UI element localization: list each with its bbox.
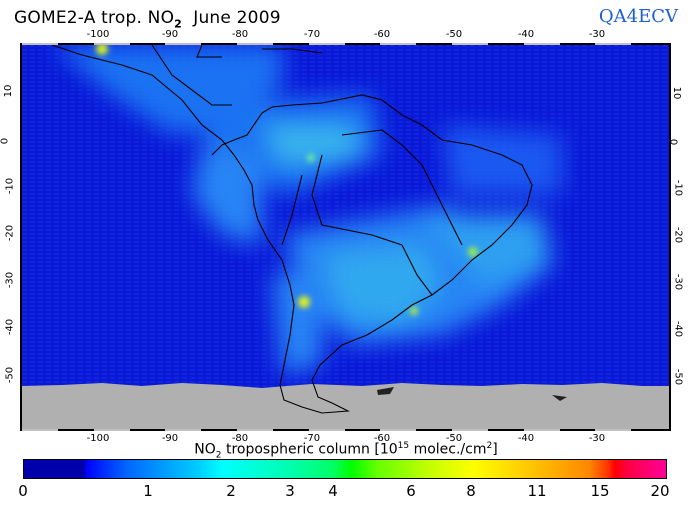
lat-tick: -10 (672, 179, 684, 197)
lon-tick: -50 (445, 29, 463, 40)
lon-tick: -60 (373, 433, 391, 444)
falklands (377, 387, 394, 395)
map-panel (20, 43, 671, 431)
no2-heatmap (22, 45, 669, 429)
lon-tick: -50 (445, 433, 463, 444)
lat-tick: -40 (672, 320, 684, 338)
lon-tick: -60 (373, 29, 391, 40)
map-title: GOME2-A trop. NO2 June 2009 (14, 8, 281, 31)
lat-tick: -20 (4, 224, 16, 242)
south-georgia (552, 395, 567, 401)
colorbar-tick: 6 (406, 482, 416, 500)
colorbar-tick: 15 (590, 482, 610, 500)
lat-tick: 10 (670, 86, 682, 100)
lat-tick: -40 (4, 318, 16, 336)
colorbar-tick: 20 (650, 482, 670, 500)
lat-tick: -10 (4, 177, 16, 195)
lon-tick: -70 (303, 29, 321, 40)
lat-tick: -30 (672, 273, 684, 291)
lat-tick: 10 (2, 84, 14, 98)
lat-tick: 0 (667, 138, 679, 146)
colorbar-label: NO2 tropospheric column [1015 molec./cm2… (194, 441, 498, 461)
lon-tick: -90 (161, 433, 179, 444)
lon-tick: -30 (588, 29, 606, 40)
colorbar-tick: 11 (527, 482, 547, 500)
colorbar-tick: 1 (143, 482, 153, 500)
lon-tick: -100 (86, 433, 110, 444)
lon-tick: -100 (86, 29, 110, 40)
colorbar-tick: 2 (226, 482, 236, 500)
lat-tick: -30 (4, 271, 16, 289)
lon-tick: -80 (231, 29, 249, 40)
colorbar-tick: 8 (466, 482, 476, 500)
lon-tick: -40 (517, 29, 535, 40)
lon-tick: -30 (588, 433, 606, 444)
lat-tick: -50 (4, 366, 16, 384)
lon-tick: -70 (303, 433, 321, 444)
lon-tick: -80 (231, 433, 249, 444)
lon-tick: -40 (517, 433, 535, 444)
colorbar (23, 459, 667, 479)
colorbar-tick: 4 (328, 482, 338, 500)
lat-tick: -50 (672, 368, 684, 386)
colorbar-tick: 3 (285, 482, 295, 500)
land-mask (22, 383, 669, 429)
coastlines (51, 45, 533, 414)
lat-tick: -20 (672, 226, 684, 244)
lon-tick: -90 (161, 29, 179, 40)
lat-tick: 0 (0, 137, 11, 145)
colorbar-tick: 0 (18, 482, 28, 500)
brand-label: QA4ECV (598, 6, 678, 27)
